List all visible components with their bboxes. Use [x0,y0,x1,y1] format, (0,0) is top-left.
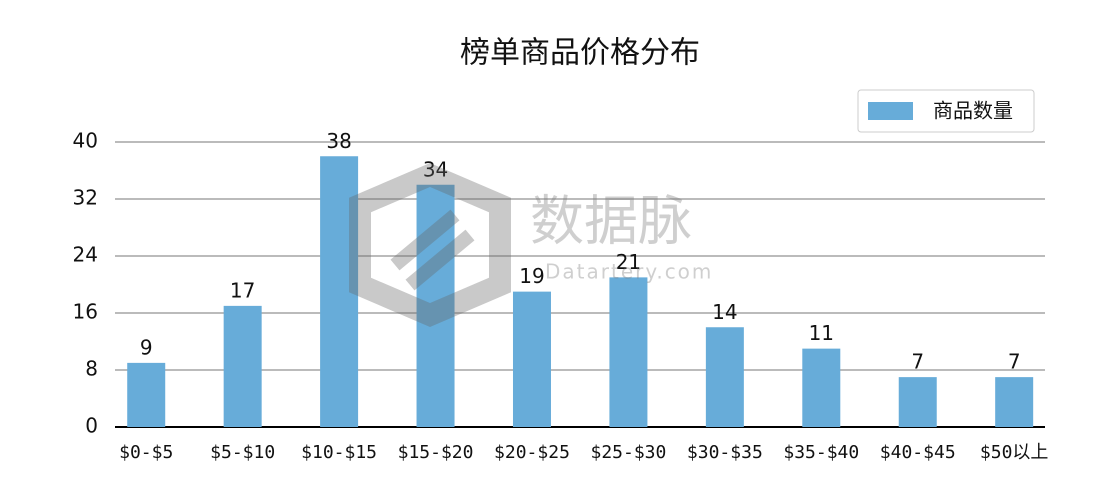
data-label: 14 [712,300,737,324]
data-label: 11 [809,321,834,345]
x-tick-label: $20-$25 [494,442,570,463]
watermark-logo [349,163,511,327]
data-label: 19 [519,264,544,288]
x-tick-label: $30-$35 [687,442,763,463]
x-tick-label: $25-$30 [590,442,666,463]
y-tick-label: 0 [85,414,98,438]
data-label: 21 [616,250,641,274]
bar [705,327,744,427]
legend-box [857,89,1035,133]
data-label: 7 [1008,350,1021,374]
x-tick-label: $40-$45 [880,442,956,463]
data-label: 7 [911,350,924,374]
bar [995,377,1034,427]
chart-title: 榜单商品价格分布 [460,36,700,71]
y-tick-label: 40 [73,129,98,153]
data-label: 34 [423,157,448,181]
bar [127,362,166,427]
y-tick-label: 16 [73,300,98,324]
x-tick-label: $10-$15 [301,442,377,463]
bar [802,348,841,427]
legend-swatch [868,102,913,120]
legend: 商品数量 [857,89,1035,133]
legend-label: 商品数量 [933,99,1013,123]
watermark-logo-stripes [390,209,475,291]
bar [416,184,455,427]
watermark: 数据脉 Datartery.com [349,163,713,327]
bar [898,377,937,427]
bar [512,291,551,427]
watermark-text: 数据脉 [530,190,692,253]
data-label: 17 [230,278,255,302]
x-tick-label: $0-$5 [119,442,173,463]
y-tick-label: 32 [73,186,98,210]
x-tick-label: $15-$20 [398,442,474,463]
x-tick-label: $50以上 [980,442,1049,463]
watermark-site: Datartery.com [545,260,713,284]
bar [609,277,648,427]
x-tick-label: $35-$40 [783,442,859,463]
bar [320,156,359,427]
bar [223,305,262,427]
x-tick-label: $5-$10 [210,442,275,463]
data-label: 38 [326,129,351,153]
data-label: 9 [140,335,153,359]
y-tick-label: 8 [85,357,98,381]
y-tick-label: 24 [73,243,98,267]
